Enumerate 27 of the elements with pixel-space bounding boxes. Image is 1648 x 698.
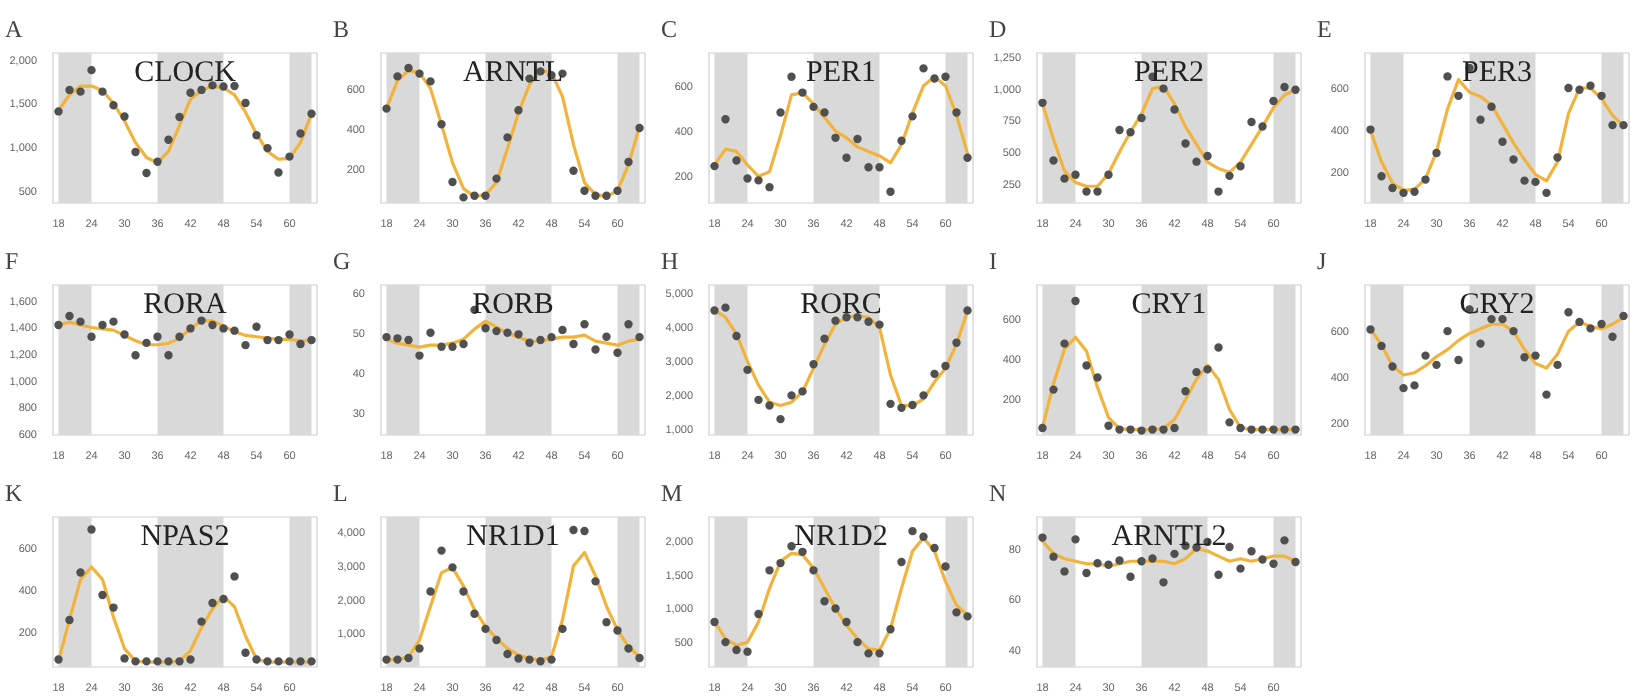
chart-title: D [989,15,1007,43]
chart-subtitle: CRY1 [1131,289,1207,321]
chart-subtitle: PER1 [805,57,877,89]
chart-title: L [333,479,348,507]
chart-title: K [5,479,23,507]
chart-subtitle: RORA [143,289,228,321]
chart-subtitle: PER2 [1133,57,1205,89]
chart-subtitle: CLOCK [134,57,237,89]
chart-subtitle: RORB [472,289,554,321]
chart-title: B [333,15,350,43]
chart-subtitle: PER3 [1461,57,1533,89]
chart-title: C [661,15,678,43]
chart-title: N [989,479,1007,507]
chart-title: E [1317,15,1332,43]
chart-subtitle: ARNTL2 [1111,521,1227,553]
chart-title: G [333,247,351,275]
chart-title: H [661,247,679,275]
chart-subtitle: NPAS2 [140,521,230,553]
chart-subtitle: RORC [800,289,882,321]
chart-subtitle: NR1D2 [794,521,888,553]
chart-subtitle: NR1D1 [466,521,560,553]
chart-title: A [5,15,23,43]
chart-title: I [989,247,997,275]
chart-title: M [661,479,683,507]
chart-subtitle: CRY2 [1459,289,1535,321]
chart-title: F [5,247,19,275]
chart-title: J [1317,247,1327,275]
